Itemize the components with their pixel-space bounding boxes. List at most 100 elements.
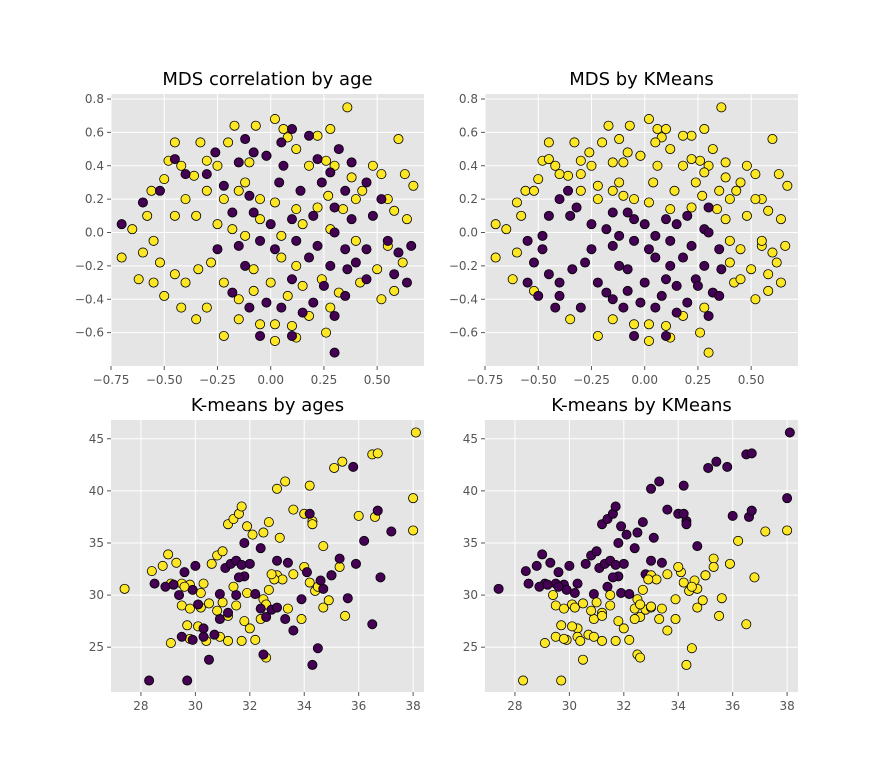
- scatter-point: [116, 252, 127, 263]
- scatter-point: [169, 210, 180, 221]
- y-tick-label: 0.4: [85, 159, 104, 173]
- scatter-point: [571, 202, 582, 213]
- scatter-point: [580, 558, 591, 569]
- y-tick-label: 40: [463, 484, 478, 498]
- scatter-point: [382, 235, 393, 246]
- scatter-point: [406, 240, 417, 251]
- scatter-point: [733, 535, 744, 546]
- scatter-point: [342, 593, 353, 604]
- scatter-point: [516, 210, 527, 221]
- scatter-point: [340, 290, 351, 301]
- scatter-point: [671, 307, 682, 318]
- scatter-point: [357, 185, 368, 196]
- y-tick-label: −0.6: [449, 326, 478, 340]
- scatter-point: [137, 247, 148, 258]
- scatter-point: [591, 546, 602, 557]
- scatter-point: [265, 277, 276, 288]
- scatter-point: [325, 124, 336, 135]
- x-tick-label: 36: [725, 699, 740, 713]
- scatter-point: [169, 269, 180, 280]
- scatter-point: [144, 675, 155, 686]
- scatter-point: [223, 607, 234, 618]
- scatter-point: [350, 194, 361, 205]
- scatter-point: [543, 210, 554, 221]
- plot-area: [485, 420, 798, 692]
- scatter-point: [695, 327, 706, 338]
- scatter-point: [520, 185, 531, 196]
- scatter-point: [329, 462, 340, 473]
- scatter-point: [614, 260, 625, 271]
- scatter-point: [775, 214, 786, 225]
- scatter-point: [643, 244, 654, 255]
- scatter-point: [307, 659, 318, 670]
- scatter-point: [318, 583, 329, 594]
- scatter-point: [278, 160, 289, 171]
- scatter-point: [660, 214, 671, 225]
- scatter-point: [304, 130, 315, 141]
- scatter-point: [116, 219, 127, 230]
- scatter-point: [648, 532, 659, 543]
- scatter-point: [223, 137, 234, 148]
- scatter-point: [614, 230, 625, 241]
- scatter-point: [681, 519, 692, 530]
- scatter-point: [295, 185, 306, 196]
- scatter-point: [652, 160, 663, 171]
- scatter-point: [605, 590, 616, 601]
- scatter-point: [410, 427, 421, 438]
- scatter-point: [348, 461, 359, 472]
- scatter-point: [198, 623, 209, 634]
- scatter-point: [646, 483, 657, 494]
- scatter-point: [203, 598, 214, 609]
- scatter-point: [720, 157, 731, 168]
- scatter-point: [660, 124, 671, 135]
- scatter-point: [261, 150, 272, 161]
- scatter-point: [191, 210, 202, 221]
- scatter-point: [276, 230, 287, 241]
- scatter-point: [703, 202, 714, 213]
- scatter-point: [550, 631, 561, 642]
- scatter-point: [228, 581, 239, 592]
- scatter-point: [190, 560, 201, 571]
- scatter-point: [282, 603, 293, 614]
- scatter-point: [233, 572, 244, 583]
- subplot-2: −0.75 −0.50 −0.25 0.00 0.25 0.50 −0.6 −0.4 −0.2 0…: [449, 69, 798, 387]
- scatter-point: [622, 147, 633, 158]
- x-tick-label: −0.25: [573, 373, 610, 387]
- scatter-point: [782, 525, 793, 536]
- scatter-point: [154, 257, 165, 268]
- scatter-point: [296, 614, 307, 625]
- scatter-point: [269, 335, 280, 346]
- scatter-point: [763, 285, 774, 296]
- scatter-point: [558, 603, 569, 614]
- scatter-point: [629, 319, 640, 330]
- scatter-point: [714, 185, 725, 196]
- scatter-point: [523, 578, 534, 589]
- y-tick-label: 35: [89, 536, 104, 550]
- scatter-point: [635, 297, 646, 308]
- scatter-point: [227, 287, 238, 298]
- scatter-point: [233, 157, 244, 168]
- scatter-point: [711, 456, 722, 467]
- scatter-point: [613, 616, 624, 627]
- y-tick-label: 45: [463, 432, 478, 446]
- scatter-point: [337, 456, 348, 467]
- scatter-point: [671, 280, 682, 291]
- scatter-point: [217, 546, 228, 557]
- scatter-point: [367, 619, 378, 630]
- scatter-point: [780, 240, 791, 251]
- scatter-point: [686, 240, 697, 251]
- scatter-point: [286, 214, 297, 225]
- scatter-point: [577, 598, 588, 609]
- scatter-point: [180, 277, 191, 288]
- scatter-point: [174, 590, 185, 601]
- scatter-point: [286, 330, 297, 341]
- scatter-point: [236, 501, 247, 512]
- scatter-point: [250, 120, 261, 131]
- scatter-point: [255, 235, 266, 246]
- scatter-point: [201, 155, 212, 166]
- x-tick-label: 30: [188, 699, 203, 713]
- scatter-point: [193, 599, 204, 610]
- y-tick-label: 0.2: [85, 192, 104, 206]
- scatter-point: [727, 510, 738, 521]
- scatter-point: [142, 210, 153, 221]
